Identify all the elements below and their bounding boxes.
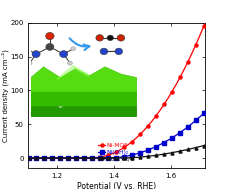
Circle shape [59,51,67,57]
Circle shape [107,35,113,41]
Ni-MOF [154,115,157,117]
Circle shape [46,43,54,50]
Ni-MOF [27,157,30,159]
Circle shape [24,47,29,51]
Ni(OH)₂ [84,157,87,159]
Legend: Ni-MOF, Ni(OH)₂, 20% Pt/C: Ni-MOF, Ni(OH)₂, 20% Pt/C [96,142,135,162]
Circle shape [96,35,103,41]
Line: 20% Pt/C: 20% Pt/C [27,144,206,160]
Circle shape [100,48,107,55]
Ni(OH)₂ [27,157,30,159]
20% Pt/C [203,144,206,146]
20% Pt/C [48,157,51,159]
20% Pt/C [155,154,158,156]
Ni(OH)₂ [48,157,51,159]
Line: Ni-MOF: Ni-MOF [27,21,206,160]
Ni-MOF [138,134,141,136]
Polygon shape [57,65,89,80]
20% Pt/C [84,157,87,159]
Polygon shape [31,97,136,117]
Circle shape [71,47,75,51]
Ni-MOF [48,157,51,159]
Circle shape [67,61,72,65]
20% Pt/C [27,157,30,159]
Line: Ni(OH)₂: Ni(OH)₂ [27,111,206,160]
20% Pt/C [154,154,157,156]
Circle shape [117,35,124,41]
Circle shape [45,33,54,40]
Ni(OH)₂ [138,152,141,154]
Ni(OH)₂ [154,145,157,148]
Ni-MOF [84,157,87,159]
Polygon shape [31,67,136,92]
Ni-MOF [97,156,99,159]
X-axis label: Potential (V vs. RHE): Potential (V vs. RHE) [77,182,156,189]
Circle shape [32,51,40,57]
Ni-MOF [155,114,158,116]
Circle shape [114,48,122,55]
Y-axis label: Current density (mA cm⁻²): Current density (mA cm⁻²) [1,49,9,142]
Ni(OH)₂ [97,157,99,159]
20% Pt/C [138,156,141,158]
Ni-MOF [203,22,206,24]
Ni(OH)₂ [203,111,206,113]
Circle shape [27,61,32,65]
Polygon shape [31,81,136,106]
20% Pt/C [97,157,99,159]
Ni(OH)₂ [155,145,158,147]
